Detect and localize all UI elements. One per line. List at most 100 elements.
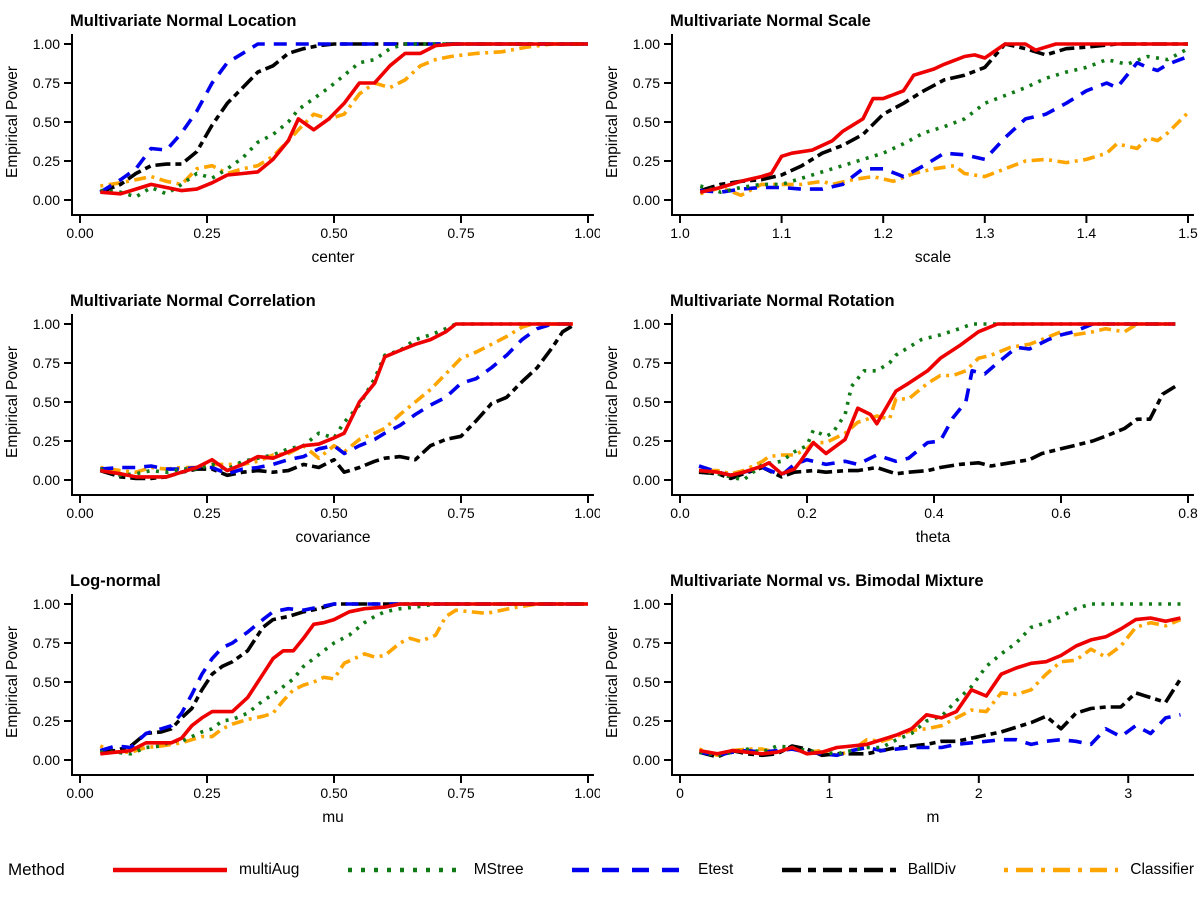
y-tick-label: 0.25 [633,713,660,729]
series-line-multiAug [100,602,588,756]
chart-canvas-0: Multivariate Normal Location Empirical Po… [4,12,600,266]
x-tick-label: 1.5 [1178,225,1198,241]
x-tick-label: 0.25 [193,785,220,801]
legend-entry-BallDiv: BallDiv [780,861,956,879]
y-tick-label: 1.00 [633,596,660,612]
x-tick-label: 1.4 [1077,225,1097,241]
x-tick-label: 0.25 [193,505,220,521]
x-axis-label: covariance [296,529,371,546]
chart-panel-2: Multivariate Normal Correlation Empirical… [0,280,600,560]
x-tick-label: 1.0 [670,225,690,241]
legend-entry-multiAug: multiAug [111,861,299,879]
x-tick-label: 3 [1124,785,1132,801]
panel-title: Multivariate Normal Scale [670,12,871,30]
chart-canvas-4: Log-normal Empirical Power mu 0.00 0.25 0.50 0… [4,572,600,826]
panel-title: Multivariate Normal Location [70,12,296,30]
x-tick-label: 0.75 [447,785,474,801]
y-axis-label: Empirical Power [604,346,621,458]
x-tick-label: 1.00 [574,225,600,241]
series-line-multiAug [698,322,1176,478]
series-line-BallDiv [99,324,574,481]
chart-panel-0: Multivariate Normal Location Empirical Po… [0,0,600,280]
series-line-BallDiv [100,602,588,754]
y-tick-label: 0.00 [33,192,60,208]
series-line-Classifier [100,42,588,188]
x-tick-label: 0.8 [1178,505,1198,521]
x-tick-label: 1.1 [772,225,792,241]
x-tick-label: 1.2 [873,225,893,241]
y-tick-label: 0.50 [33,394,60,410]
y-tick-label: 0.00 [633,472,660,488]
legend-key-MStree [347,867,462,873]
x-tick-label: 1.00 [574,785,600,801]
legend-key-multiAug [113,867,228,873]
series-line-multiAug [699,616,1181,756]
x-tick-label: 1.3 [975,225,995,241]
legend-key-BallDiv [781,867,896,873]
y-tick-label: 0.75 [33,75,60,91]
legend-key-Classifier [1004,867,1119,873]
y-tick-label: 0.75 [633,635,660,651]
panel-title: Multivariate Normal Rotation [670,292,895,310]
y-tick-label: 0.75 [33,355,60,371]
charts-grid: Multivariate Normal Location Empirical Po… [0,0,1200,840]
series-line-BallDiv [99,42,588,194]
y-tick-label: 0.25 [633,433,660,449]
y-tick-label: 1.00 [33,36,60,52]
y-axis-label: Empirical Power [4,626,21,738]
panel-title: Multivariate Normal Correlation [70,292,316,310]
y-tick-label: 1.00 [633,316,660,332]
series-line-multiAug [699,42,1188,194]
x-axis-label: center [311,249,354,266]
x-tick-label: 0.50 [320,505,347,521]
series-line-Etest [699,713,1181,758]
x-tick-label: 0.00 [66,225,93,241]
x-axis-label: m [927,809,940,826]
chart-panel-5: Multivariate Normal vs. Bimodal Mixture E… [600,560,1200,840]
series-line-Etest [100,322,573,476]
legend-key-Etest [572,867,687,873]
y-tick-label: 0.75 [633,355,660,371]
legend-entry-Etest: Etest [570,861,733,879]
y-tick-label: 0.00 [633,192,660,208]
y-axis-label: Empirical Power [604,626,621,738]
y-tick-label: 0.50 [633,674,660,690]
panel-title: Log-normal [70,572,161,590]
x-axis-label: mu [322,809,344,826]
series-line-Classifier [99,602,588,754]
y-tick-label: 0.25 [33,713,60,729]
y-tick-label: 1.00 [33,596,60,612]
y-axis-label: Empirical Power [4,346,21,458]
series-line-Etest [700,54,1189,194]
series-line-Etest [99,42,588,194]
y-axis-label: Empirical Power [4,66,21,178]
chart-canvas-1: Multivariate Normal Scale Empirical Power… [604,12,1198,266]
series-line-MStree [699,602,1181,758]
x-axis-label: scale [915,249,951,266]
chart-canvas-2: Multivariate Normal Correlation Empirical… [4,292,600,546]
x-tick-label: 0.4 [924,505,944,521]
y-tick-label: 0.50 [633,114,660,130]
y-tick-label: 0.25 [33,153,60,169]
series-line-multiAug [100,42,588,196]
series-line-Etest [99,602,588,753]
series-line-MStree [698,322,1176,482]
chart-panel-1: Multivariate Normal Scale Empirical Power… [600,0,1200,280]
x-tick-label: 0.2 [797,505,817,521]
legend-label-BallDiv: BallDiv [907,861,956,878]
x-tick-label: 2 [975,785,983,801]
y-tick-label: 0.25 [633,153,660,169]
series-line-multiAug [100,322,573,479]
legend-title: Method [8,860,65,879]
x-tick-label: 0.75 [447,225,474,241]
chart-panel-4: Log-normal Empirical Power mu 0.00 0.25 0.50 0… [0,560,600,840]
series-line-BallDiv [698,384,1177,481]
chart-panel-3: Multivariate Normal Rotation Empirical Po… [600,280,1200,560]
y-tick-label: 0.00 [33,752,60,768]
legend-label-multiAug: multiAug [239,861,300,878]
series-line-MStree [100,602,588,756]
x-tick-label: 0.00 [66,785,93,801]
y-tick-label: 0.50 [633,394,660,410]
y-tick-label: 0.00 [33,472,60,488]
chart-canvas-3: Multivariate Normal Rotation Empirical Po… [604,292,1198,546]
